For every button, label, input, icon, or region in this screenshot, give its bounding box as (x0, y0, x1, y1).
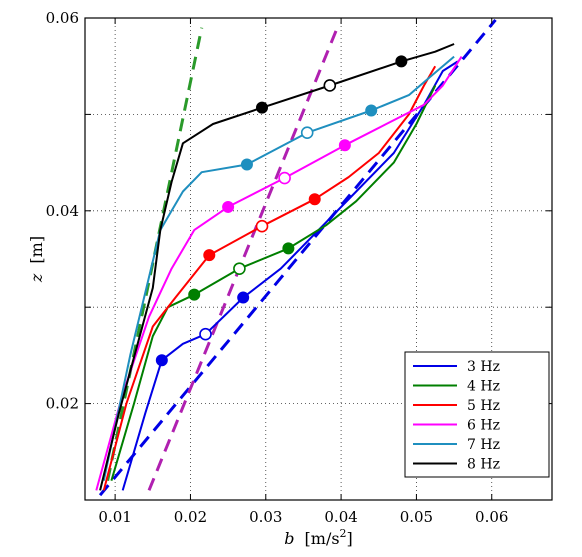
legend-label-5: 8 Hz (467, 457, 500, 473)
x-tick-label-3: 0.04 (324, 508, 357, 526)
marker-open-1-0 (233, 262, 246, 275)
axis-ticks: 0.01 0.02 0.03 0.04 0.05 0.06 0.02 0.04 0.06 (46, 9, 552, 526)
x-tick-label-5: 0.06 (475, 508, 508, 526)
marker-filled-0-0 (155, 354, 168, 367)
x-axis-label: b [m/s2] (284, 527, 353, 548)
x-tick-label-2: 0.03 (249, 508, 282, 526)
marker-filled-1-1 (282, 242, 295, 255)
series-line-2 (102, 65, 437, 491)
y-tick-label-0: 0.02 (46, 395, 79, 413)
legend-label-0: 3 Hz (467, 359, 500, 375)
x-axis-unit-close: ] (347, 529, 353, 548)
series-line-4 (102, 55, 455, 481)
marker-filled-5-1 (395, 55, 408, 68)
y-axis-variable: z (27, 273, 46, 283)
marker-filled-3-0 (222, 200, 235, 213)
marker-filled-3-1 (338, 139, 351, 152)
marker-open-3-0 (278, 171, 291, 185)
marker-filled-4-0 (240, 158, 253, 171)
series-markers (155, 55, 408, 367)
marker-filled-4-1 (365, 104, 378, 117)
series-line-3 (95, 56, 463, 491)
marker-open-2-0 (255, 219, 269, 233)
x-tick-label-0: 0.01 (98, 508, 131, 526)
x-axis-unit: [m/s (305, 529, 340, 548)
marker-filled-2-1 (308, 193, 321, 206)
marker-open-0-0 (199, 327, 212, 341)
x-tick-label-4: 0.05 (400, 508, 433, 526)
marker-open-5-0 (323, 79, 337, 92)
y-axis-label: z [m] (27, 236, 46, 283)
x-axis-unit-exponent: 2 (340, 527, 347, 540)
y-tick-label-1: 0.04 (46, 202, 79, 220)
marker-filled-5-0 (256, 101, 269, 114)
marker-open-4-0 (300, 126, 314, 140)
legend-label-2: 5 Hz (467, 398, 500, 414)
x-axis-variable: b (284, 529, 294, 548)
marker-filled-1-0 (188, 288, 201, 301)
marker-filled-0-1 (237, 291, 250, 304)
legend-label-3: 6 Hz (467, 418, 500, 434)
legend: 3 Hz 4 Hz 5 Hz 6 Hz 7 Hz 8 Hz (404, 351, 550, 478)
plot-area-frame (84, 17, 553, 501)
x-tick-label-1: 0.02 (174, 508, 207, 526)
legend-label-1: 4 Hz (467, 379, 500, 395)
y-axis-unit: [m] (27, 236, 46, 264)
series-line-1 (110, 85, 437, 481)
grid-lines (85, 17, 552, 500)
marker-filled-2-0 (203, 249, 216, 262)
legend-box (404, 351, 550, 478)
y-tick-label-2: 0.06 (46, 9, 79, 27)
legend-label-4: 7 Hz (467, 437, 500, 453)
